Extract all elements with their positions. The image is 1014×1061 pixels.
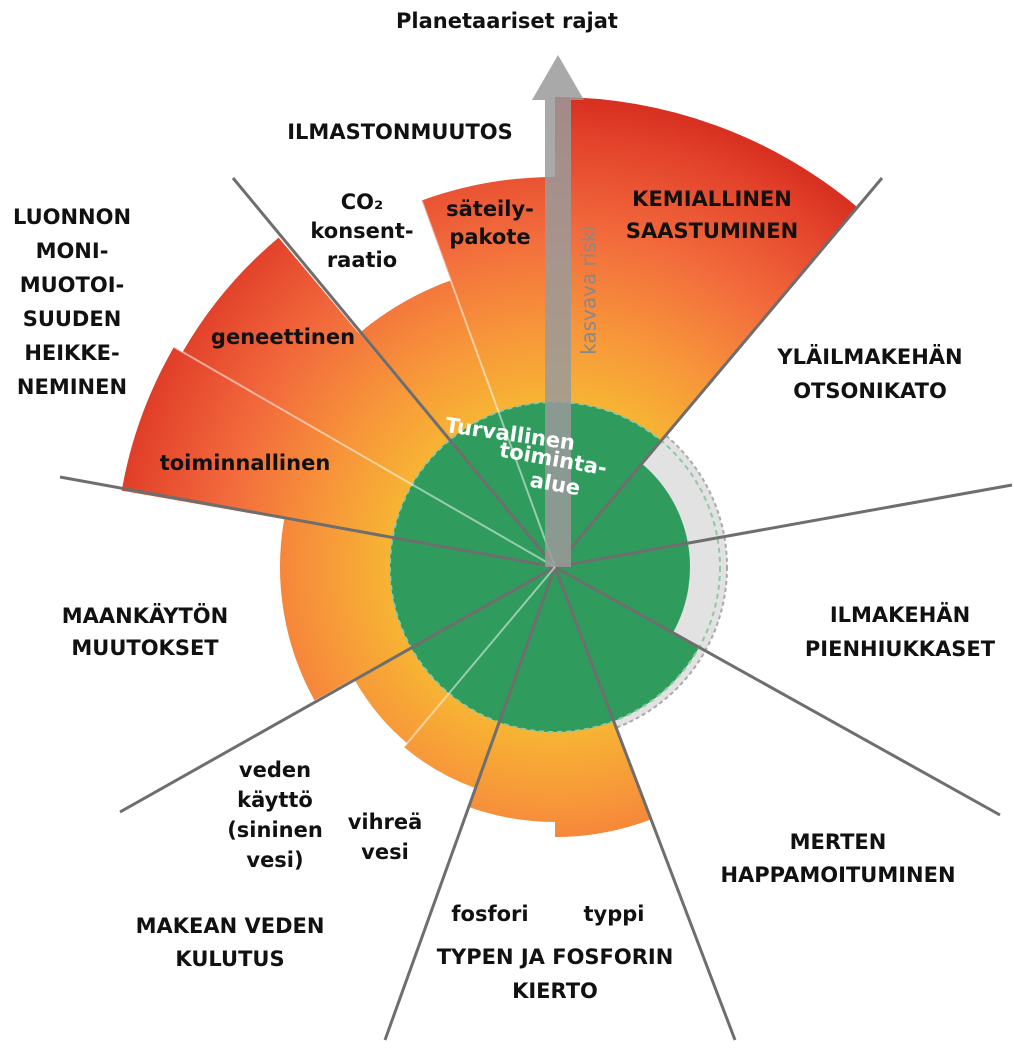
divider <box>383 566 557 1041</box>
boundary-label: MUUTOKSET <box>71 636 219 660</box>
boundary-label: YLÄILMAKEHÄN <box>776 344 962 369</box>
divider <box>231 177 557 568</box>
divider <box>554 483 1013 569</box>
arrow-label: kasvava riski <box>577 225 601 355</box>
divider <box>553 177 884 568</box>
boundary-label: MAANKÄYTÖN <box>62 603 228 628</box>
sub-label: typpi <box>584 902 645 926</box>
sub-label: toiminnallinen <box>160 451 331 475</box>
divider <box>119 565 556 814</box>
boundary-label: ILMAKEHÄN <box>830 602 970 627</box>
shapes <box>59 55 1013 1041</box>
sub-label: (sininen <box>227 818 323 842</box>
sub-label: käyttö <box>237 788 313 812</box>
sub-label: säteily- <box>446 197 534 221</box>
sub-label: vesi) <box>246 848 303 872</box>
sub-label: pakote <box>449 225 530 249</box>
safe-zone <box>390 401 700 732</box>
boundary-label: OTSONIKATO <box>793 379 947 403</box>
sub-label: geneettinen <box>211 325 355 349</box>
sub-label: konsent- <box>310 219 413 243</box>
boundary-label: MERTEN <box>790 830 887 854</box>
sub-label: fosfori <box>451 902 528 926</box>
sub-label: raatio <box>327 248 397 272</box>
divider <box>553 566 737 1041</box>
boundary-label: KIERTO <box>512 979 598 1003</box>
boundary-label: TYPEN JA FOSFORIN <box>437 945 674 969</box>
boundary-label: LUONNON <box>13 205 131 229</box>
boundary-label: MAKEAN VEDEN <box>136 914 325 938</box>
sub-divider <box>420 200 556 568</box>
title: Planetaariset rajat <box>396 9 618 33</box>
boundary-label: SUUDEN <box>23 307 122 331</box>
divider <box>554 565 1001 817</box>
boundary-label: NEMINEN <box>17 375 127 399</box>
risk-arrow <box>532 55 584 567</box>
boundary-label: ILMASTONMUUTOS <box>287 120 513 144</box>
boundary-label: KEMIALLINEN <box>632 187 792 211</box>
boundary-label: SAASTUMINEN <box>626 219 798 243</box>
sub-divider <box>403 566 556 748</box>
sub-label: veden <box>239 758 311 782</box>
boundary-label: HAPPAMOITUMINEN <box>720 863 955 887</box>
sub-divider <box>173 346 556 568</box>
divider <box>59 475 556 569</box>
safe-zone <box>555 463 690 633</box>
boundary-label: PIENHIUKKASET <box>805 637 996 661</box>
boundary-label: KULUTUS <box>175 947 284 971</box>
boundary-label: MONI- <box>36 239 109 263</box>
boundary-label: HEIKKE- <box>24 341 119 365</box>
sub-label: CO₂ <box>341 190 383 214</box>
sub-label: vihreä <box>348 810 423 834</box>
sub-label: vesi <box>361 840 409 864</box>
boundary-label: MUOTOI- <box>20 273 125 297</box>
